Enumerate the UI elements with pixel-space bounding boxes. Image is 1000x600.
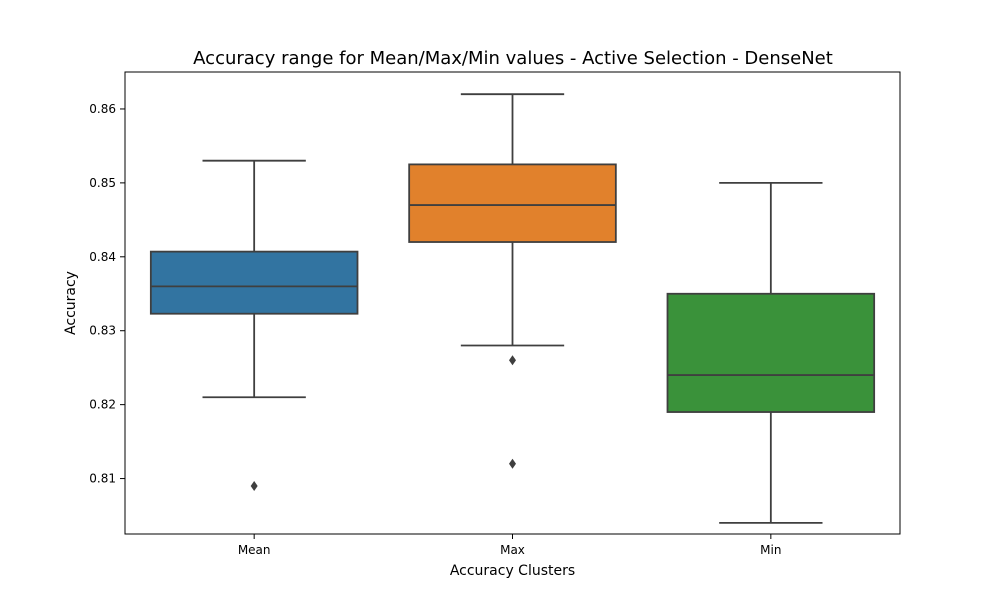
y-tick-label: 0.86 <box>89 102 116 116</box>
x-tick-label: Min <box>760 543 781 557</box>
outlier-point <box>250 480 258 491</box>
box-min <box>666 181 876 524</box>
outlier-point <box>509 355 516 366</box>
y-tick-label: 0.83 <box>89 324 116 338</box>
y-axis: 0.81 0.82 0.83 0.84 0.85 0.86 <box>89 102 125 486</box>
y-tick-label: 0.81 <box>89 472 116 486</box>
x-axis: Mean Max Min <box>238 534 781 557</box>
box-body <box>149 250 359 315</box>
y-tick-label: 0.84 <box>89 250 116 264</box>
box-body <box>408 163 617 243</box>
x-axis-label: Accuracy Clusters <box>450 563 575 579</box>
y-tick-label: 0.82 <box>89 398 116 412</box>
box-mean <box>149 159 359 491</box>
x-tick-label: Mean <box>238 543 271 557</box>
y-axis-label: Accuracy <box>63 271 79 335</box>
plot-area <box>149 93 876 524</box>
chart-title: Accuracy range for Mean/Max/Min values -… <box>193 48 833 69</box>
box-body <box>666 292 876 413</box>
x-tick-label: Max <box>500 543 525 557</box>
box-max <box>408 93 617 469</box>
y-tick-label: 0.85 <box>89 176 116 190</box>
outlier-point <box>509 458 516 469</box>
